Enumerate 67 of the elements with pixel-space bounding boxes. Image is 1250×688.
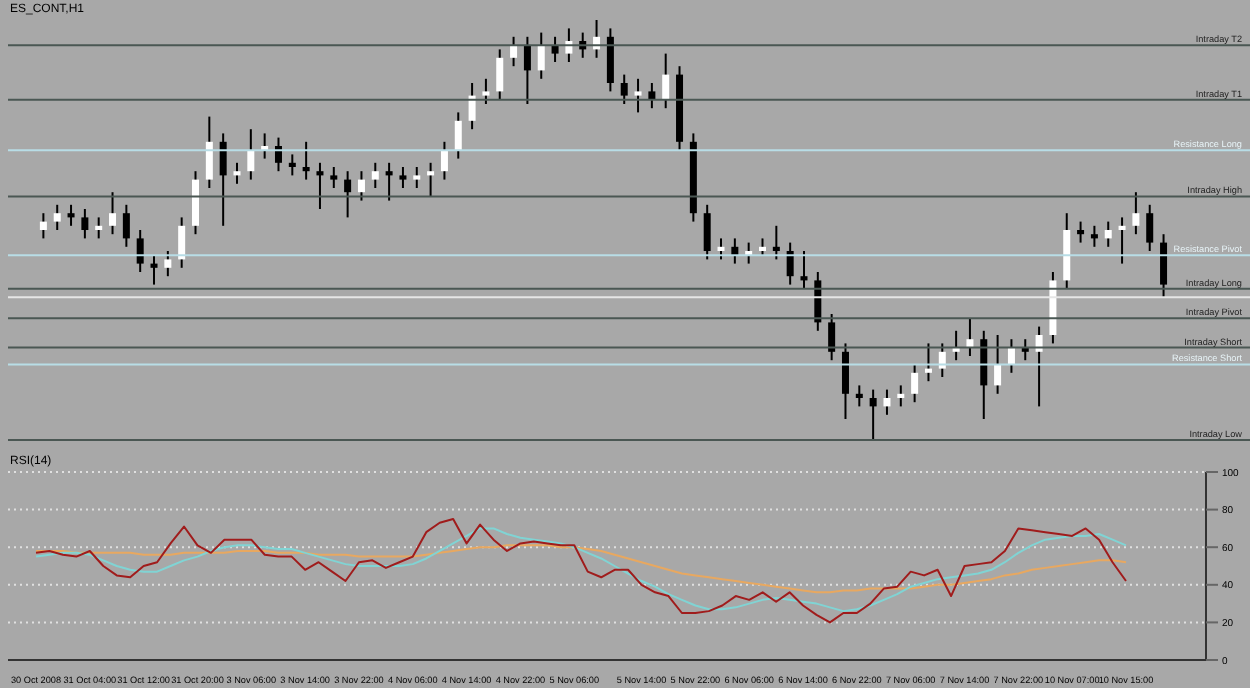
candlestick <box>1146 203 1154 252</box>
candlestick <box>399 166 407 189</box>
candlestick <box>302 140 310 181</box>
candlestick <box>717 237 725 261</box>
candlestick <box>620 73 628 105</box>
candlestick <box>994 334 1002 395</box>
candlestick <box>81 208 89 240</box>
candlestick <box>662 52 670 110</box>
candlestick <box>67 203 75 227</box>
candlestick <box>911 363 919 404</box>
candlestick <box>178 216 186 269</box>
candlestick <box>606 27 614 93</box>
candlestick <box>136 229 144 273</box>
candlestick <box>1077 220 1085 244</box>
line-series <box>35 518 1127 624</box>
candlestick <box>828 313 836 362</box>
candlestick <box>192 170 199 236</box>
candlestick <box>344 170 352 219</box>
candlestick <box>440 140 448 181</box>
candlestick <box>1090 224 1098 248</box>
candlestick <box>855 384 863 408</box>
candlestick <box>288 153 296 177</box>
candlestick <box>648 82 656 110</box>
candlestick <box>316 161 324 210</box>
line-series <box>35 544 1127 594</box>
candlestick <box>427 161 435 198</box>
candlestick <box>95 216 103 240</box>
candlestick <box>205 115 213 189</box>
candlestick <box>869 388 877 440</box>
candlestick <box>468 82 476 131</box>
candlestick <box>454 111 462 160</box>
candlestick <box>330 166 338 189</box>
candlestick <box>482 77 490 105</box>
candlestick <box>510 35 518 68</box>
candlestick <box>413 166 421 189</box>
candlestick <box>786 241 794 286</box>
candlestick <box>551 35 559 63</box>
candlestick <box>371 161 379 189</box>
candlestick <box>1132 191 1140 236</box>
candlestick <box>523 35 531 105</box>
candlestick <box>150 254 158 286</box>
candlestick <box>897 384 905 408</box>
candlestick <box>1118 216 1126 265</box>
candlestick <box>980 329 988 420</box>
candlestick <box>841 342 849 420</box>
candlestick <box>385 161 393 202</box>
candlestick <box>1160 233 1168 299</box>
candlestick <box>496 48 504 101</box>
candlestick <box>966 317 974 357</box>
candlestick <box>53 203 61 231</box>
candlestick <box>883 388 891 416</box>
candlestick <box>39 212 47 240</box>
candlestick <box>164 250 172 278</box>
candlestick <box>772 224 780 261</box>
candlestick <box>122 203 130 248</box>
candlestick <box>703 203 711 261</box>
candlestick <box>634 77 642 114</box>
candlestick <box>357 170 365 202</box>
line-series <box>35 527 1127 613</box>
candlestick <box>233 161 241 185</box>
candlestick <box>924 342 932 383</box>
candlestick <box>537 31 545 80</box>
candlestick <box>247 128 255 181</box>
candlestick <box>109 191 117 236</box>
candlestick <box>219 132 227 227</box>
candlestick <box>1104 220 1112 248</box>
candlestick <box>800 250 808 290</box>
